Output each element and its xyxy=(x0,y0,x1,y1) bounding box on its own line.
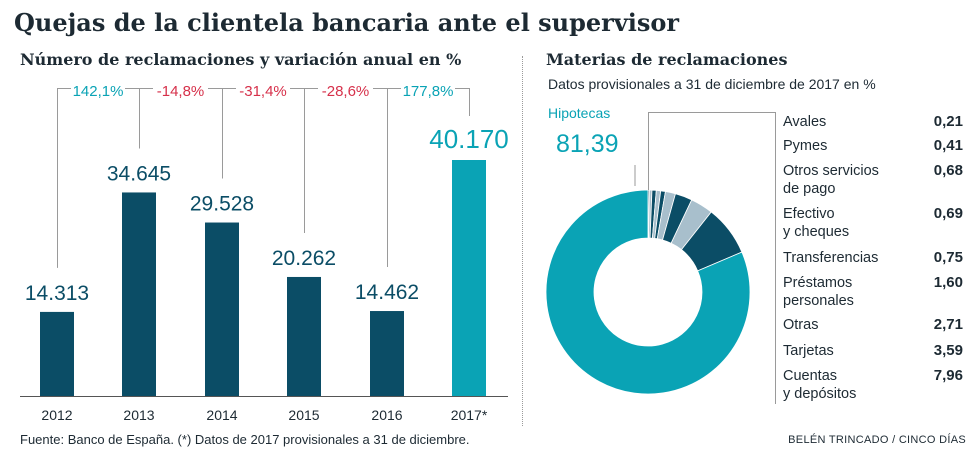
bar xyxy=(205,222,239,396)
bar-value-label: 34.645 xyxy=(107,162,171,185)
legend-value: 7,96 xyxy=(934,367,963,384)
x-tick-label: 2012 xyxy=(41,407,72,423)
bar xyxy=(452,160,486,396)
x-tick-label: 2015 xyxy=(288,407,319,423)
bar-chart: 142,1% -14,8% -31,4% -28,6% 177,8% 14.313 2012… xyxy=(20,83,509,423)
legend-label: de pago xyxy=(783,181,835,197)
variation-label: -14,8% xyxy=(157,83,205,100)
legend-value: 0,21 xyxy=(934,113,963,130)
source-note: Fuente: Banco de España. (*) Datos de 20… xyxy=(20,432,470,447)
variation-label: 177,8% xyxy=(403,83,454,100)
donut-chart: Hipotecas 81,39 Avales 0,21 Pymes 0,41 Otros s… xyxy=(545,105,963,404)
legend-label: Otras xyxy=(783,317,818,333)
legend-label: personales xyxy=(783,293,854,309)
legend-label: Transferencias xyxy=(783,250,878,266)
x-tick-label: 2016 xyxy=(371,407,402,423)
variation-label: -31,4% xyxy=(239,83,287,100)
page-title: Quejas de la clientela bancaria ante el … xyxy=(14,8,680,37)
legend-label: Pymes xyxy=(783,138,827,154)
bar-value-label: 14.462 xyxy=(355,281,419,304)
legend-label: y depósitos xyxy=(783,386,856,402)
legend-value: 0,75 xyxy=(934,249,963,266)
bar xyxy=(370,311,404,396)
bar-value-label: 29.528 xyxy=(190,193,254,216)
bar-value-label: 20.262 xyxy=(272,247,336,270)
legend-label: Avales xyxy=(783,114,826,130)
highlight-label: Hipotecas xyxy=(548,105,610,121)
legend-value: 2,71 xyxy=(934,316,963,333)
donut-chart-title: Materias de reclamaciones xyxy=(546,50,788,69)
legend-value: 0,68 xyxy=(934,162,963,179)
highlight-value: 81,39 xyxy=(556,130,619,158)
variation-label: 142,1% xyxy=(73,83,124,100)
legend-label: Tarjetas xyxy=(783,343,834,359)
bar-chart-subtitle: Número de reclamaciones y variación anua… xyxy=(20,50,462,69)
legend-label: y cheques xyxy=(783,224,849,240)
legend-label: Otros servicios xyxy=(783,163,879,179)
bar xyxy=(40,311,74,396)
bar xyxy=(287,276,321,396)
variation-label: -28,6% xyxy=(322,83,370,100)
legend-value: 1,60 xyxy=(934,274,963,291)
donut-chart-subtitle: Datos provisionales a 31 de diciembre de… xyxy=(548,76,876,92)
bar-value-label: 40.170 xyxy=(429,124,509,154)
legend-value: 0,41 xyxy=(934,137,963,154)
legend-value: 3,59 xyxy=(934,342,963,359)
x-tick-label: 2013 xyxy=(123,407,154,423)
bar xyxy=(122,192,156,396)
x-tick-label: 2014 xyxy=(206,407,237,423)
legend-label: Cuentas xyxy=(783,368,837,384)
legend-label: Efectivo xyxy=(783,206,835,222)
legend-label: Préstamos xyxy=(783,275,852,291)
legend-value: 0,69 xyxy=(934,205,963,222)
x-tick-label: 2017* xyxy=(451,407,488,423)
donut-segment-hipotecas xyxy=(545,189,751,395)
bar-value-label: 14.313 xyxy=(25,282,89,305)
author-credit: BELÉN TRINCADO / CINCO DÍAS xyxy=(788,434,966,446)
panel-divider xyxy=(522,56,523,426)
